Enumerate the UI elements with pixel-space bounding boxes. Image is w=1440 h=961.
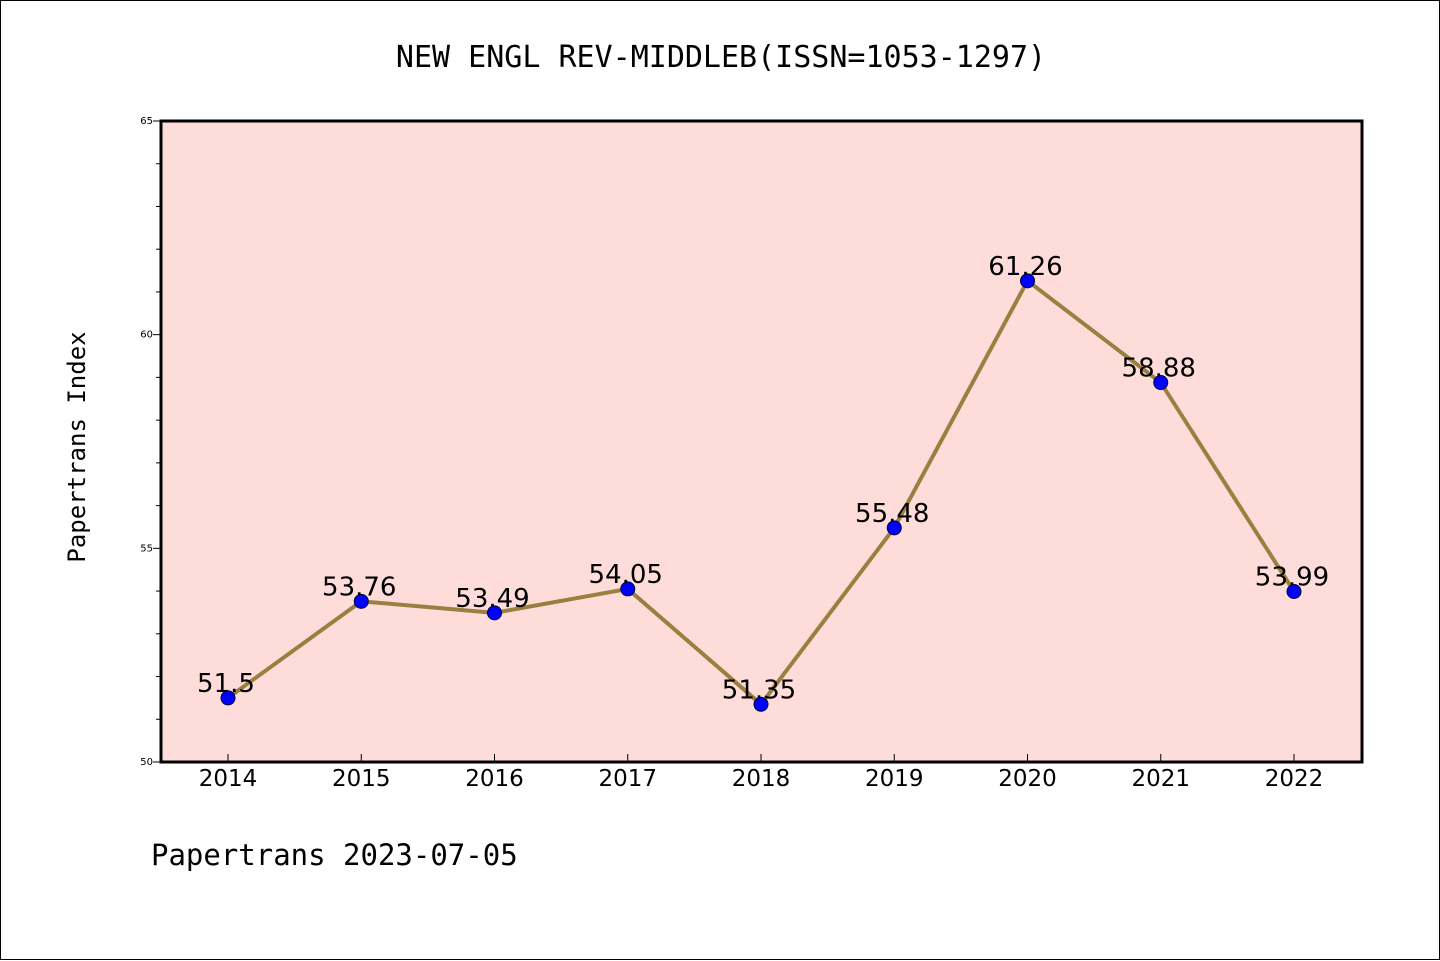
- data-label: 61.26: [988, 252, 1062, 282]
- plot-area: [159, 119, 1364, 764]
- data-markers: [220, 273, 1302, 712]
- data-point: [1286, 583, 1302, 599]
- chart-title: NEW ENGL REV-MIDDLEB(ISSN=1053-1297): [396, 40, 1046, 75]
- y-tick-label: 55: [140, 543, 153, 554]
- data-label: 55.48: [855, 499, 929, 529]
- data-point: [1020, 273, 1035, 289]
- data-point: [1153, 375, 1169, 391]
- data-labels: 51.5 53.76 53.49 54.05 51.35 55.48 61.26 58.88 5…: [197, 252, 1329, 705]
- x-tick-label: 2015: [332, 766, 391, 792]
- data-point: [753, 696, 769, 712]
- data-point: [487, 605, 502, 621]
- data-label: 58.88: [1122, 354, 1196, 384]
- x-tick-label: 2017: [598, 766, 657, 792]
- data-label: 51.35: [722, 675, 796, 705]
- x-tick-label: 2016: [465, 766, 524, 792]
- y-axis: 50 55 60 65: [140, 116, 161, 768]
- data-point: [353, 593, 369, 609]
- data-label: 54.05: [589, 560, 663, 590]
- data-point: [886, 520, 902, 536]
- y-tick-label: 65: [140, 116, 153, 127]
- data-label: 53.76: [322, 572, 396, 602]
- data-point: [220, 690, 236, 706]
- footer-text: Papertrans 2023-07-05: [151, 838, 518, 872]
- x-tick-label: 2021: [1131, 766, 1190, 792]
- x-tick-label: 2018: [732, 766, 791, 792]
- data-label: 53.99: [1255, 562, 1329, 592]
- data-label: 53.49: [455, 584, 529, 614]
- x-tick-label: 2019: [865, 766, 924, 792]
- y-tick-label: 60: [140, 330, 153, 341]
- x-tick-label: 2022: [1265, 766, 1324, 792]
- x-tick-label: 2020: [998, 766, 1057, 792]
- y-axis-label: Papertrans Index: [63, 331, 91, 562]
- data-point: [620, 581, 636, 597]
- x-axis: 2014 2015 2016 2017 2018 2019 2020 2021 2022: [199, 754, 1324, 792]
- x-tick-label: 2014: [199, 766, 258, 792]
- data-label: 51.5: [197, 669, 255, 699]
- y-tick-label: 50: [140, 757, 153, 768]
